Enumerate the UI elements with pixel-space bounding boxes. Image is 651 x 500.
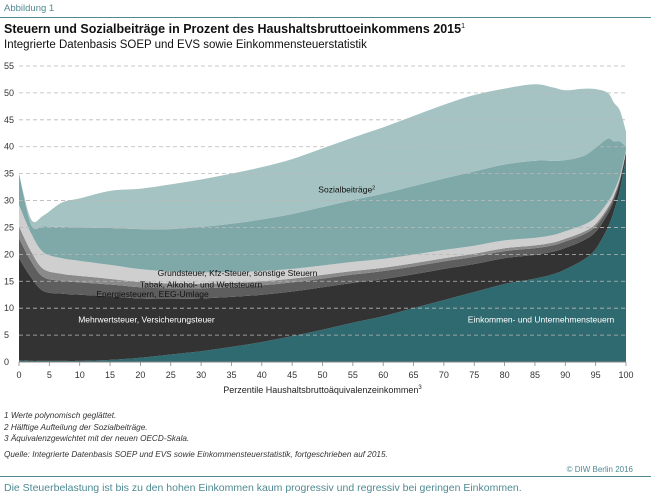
figure-label: Abbildung 1 [4,3,55,14]
x-tick-label: 25 [166,370,176,380]
series-label: Mehrwertsteuer, Versicherungsteuer [78,315,215,325]
y-tick-label: 25 [4,222,14,232]
x-tick-label: 20 [135,370,145,380]
x-tick-label: 90 [560,370,570,380]
x-tick-label: 85 [530,370,540,380]
footnotes: 1 Werte polynomisch geglättet. 2 Hälftig… [4,410,189,445]
y-tick-label: 45 [4,115,14,125]
axes: 0 5 10 15 20 25 30 35 40 45 50 55 0 5 10 15 20 25 30 35 40 45… [4,61,634,395]
area-sozial_lower [19,138,626,273]
series-label: Energiesteuern, EEG-Umlage [96,289,209,299]
x-tick-label: 10 [75,370,85,380]
series-labels: Sozialbeiträge2 Grundsteuer, Kfz-Steuer, … [78,184,614,324]
chart-subtitle: Integrierte Datenbasis SOEP und EVS sowi… [4,39,367,51]
x-axis-label: Perzentile Haushaltsbruttoäquivalenzeink… [223,385,422,395]
series-label: Tabak, Alkohol- und Wettsteuern [140,280,262,290]
x-tick-label: 35 [226,370,236,380]
gridlines [19,65,626,336]
series-label: Einkommen- und Unternehmensteuern [468,315,615,325]
x-tick-label: 95 [591,370,601,380]
footnote-1: 1 Werte polynomisch geglättet. [4,411,117,420]
area-einkommensteuer [19,157,626,362]
chart-title: Steuern und Sozialbeiträge in Prozent de… [4,22,465,36]
y-tick-label: 55 [4,61,14,71]
x-tick-label: 80 [500,370,510,380]
series-label: Grundsteuer, Kfz-Steuer, sonstige Steuer… [158,268,318,278]
y-tick-label: 50 [4,88,14,98]
x-tick-label: 60 [378,370,388,380]
x-axis-label-footnote: 3 [418,385,422,391]
area-grundsteuer [19,149,626,284]
x-tick-label: 15 [105,370,115,380]
x-tick-label: 5 [47,370,52,380]
bottom-rule [0,476,651,477]
footnote-3: 3 Äquivalenzgewichtet mit der neuen OECD… [4,434,190,443]
x-tick-label: 45 [287,370,297,380]
area-energie [19,152,626,300]
footnote-2: 2 Hälftige Aufteilung der Sozialbeiträge… [4,422,148,432]
y-tick-label: 0 [4,357,9,367]
y-tick-label: 30 [4,196,14,206]
x-tick-label: 65 [409,370,419,380]
series-label: Sozialbeiträge2 [318,184,375,194]
x-tick-label: 40 [257,370,267,380]
credit: © DIW Berlin 2016 [566,465,633,474]
caption: Die Steuerbelastung ist bis zu den hohen… [4,482,522,494]
y-tick-label: 5 [4,330,9,340]
top-rule [0,17,651,18]
y-tick-label: 15 [4,276,14,286]
x-tick-label: 75 [469,370,479,380]
y-tick-label: 20 [4,249,14,259]
y-tick-label: 40 [4,142,14,152]
y-tick-label: 35 [4,169,14,179]
x-tick-label: 55 [348,370,358,380]
x-tick-label: 30 [196,370,206,380]
series-label-footnote: 2 [372,185,375,191]
x-tick-label: 70 [439,370,449,380]
x-tick-label: 0 [16,370,21,380]
x-tick-label: 50 [317,370,327,380]
source-note: Quelle: Integrierte Datenbasis SOEP und … [4,450,388,459]
x-tick-label: 100 [618,370,633,380]
area-mehrwertsteuer [19,153,626,361]
y-tick-label: 10 [4,303,14,313]
area-sozial_upper [19,84,626,230]
